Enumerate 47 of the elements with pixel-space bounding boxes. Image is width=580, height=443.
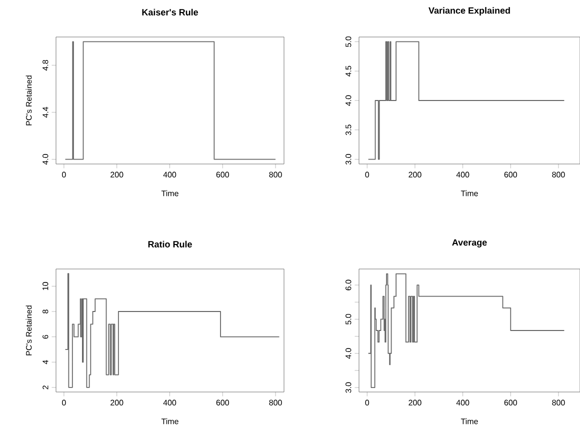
x-tick-label: 400 <box>456 400 470 406</box>
y-tick-label: 6.0 <box>346 280 352 290</box>
x-axis-title: Time <box>460 190 478 196</box>
y-tick-label: 10 <box>42 282 48 290</box>
x-tick-label: 0 <box>62 400 66 406</box>
y-axis-title: PC's Retained <box>26 306 32 356</box>
chart-title: Ratio Rule <box>148 240 192 248</box>
chart-title: Variance Explained <box>428 7 510 16</box>
x-axis-title: Time <box>161 190 178 196</box>
y-tick-label: 3.0 <box>346 382 352 393</box>
x-axis-title: Time <box>161 418 178 424</box>
y-tick-label: 5.0 <box>346 314 352 324</box>
chart-title: Average <box>452 239 487 248</box>
x-tick-label: 800 <box>552 172 565 178</box>
y-tick-label: 3.0 <box>346 154 352 165</box>
y-tick-label: 4.0 <box>346 95 352 106</box>
y-tick-label: 6 <box>42 334 48 339</box>
x-tick-label: 0 <box>365 400 370 406</box>
x-tick-label: 800 <box>269 172 282 178</box>
x-tick-label: 200 <box>110 400 124 406</box>
y-tick-label: 4.0 <box>346 348 352 359</box>
x-tick-label: 800 <box>269 400 282 406</box>
x-tick-label: 600 <box>216 400 229 406</box>
y-tick-label: 8 <box>42 310 48 314</box>
y-tick-label: 4.4 <box>42 106 48 118</box>
chart-title: Kaiser's Rule <box>142 8 198 16</box>
y-tick-label: 4.8 <box>42 60 48 71</box>
x-tick-label: 400 <box>163 400 176 406</box>
x-tick-label: 800 <box>552 400 565 406</box>
y-tick-label: 5.0 <box>346 36 352 47</box>
x-tick-label: 0 <box>365 172 370 178</box>
x-tick-label: 400 <box>456 172 470 178</box>
y-tick-label: 4.5 <box>346 66 352 76</box>
y-axis-title: PC's Retained <box>26 76 32 126</box>
x-axis-title: Time <box>460 418 478 424</box>
y-tick-label: 2 <box>42 386 48 390</box>
x-tick-label: 200 <box>408 400 422 406</box>
x-tick-label: 600 <box>504 172 518 178</box>
y-tick-label: 4 <box>42 360 48 364</box>
x-tick-label: 400 <box>163 172 176 178</box>
y-tick-label: 4.0 <box>42 154 48 165</box>
x-tick-label: 600 <box>216 172 229 178</box>
x-tick-label: 200 <box>408 172 422 178</box>
y-tick-label: 3.5 <box>346 124 352 136</box>
x-tick-label: 0 <box>62 172 66 178</box>
x-tick-label: 200 <box>110 172 124 178</box>
x-tick-label: 600 <box>504 400 518 406</box>
